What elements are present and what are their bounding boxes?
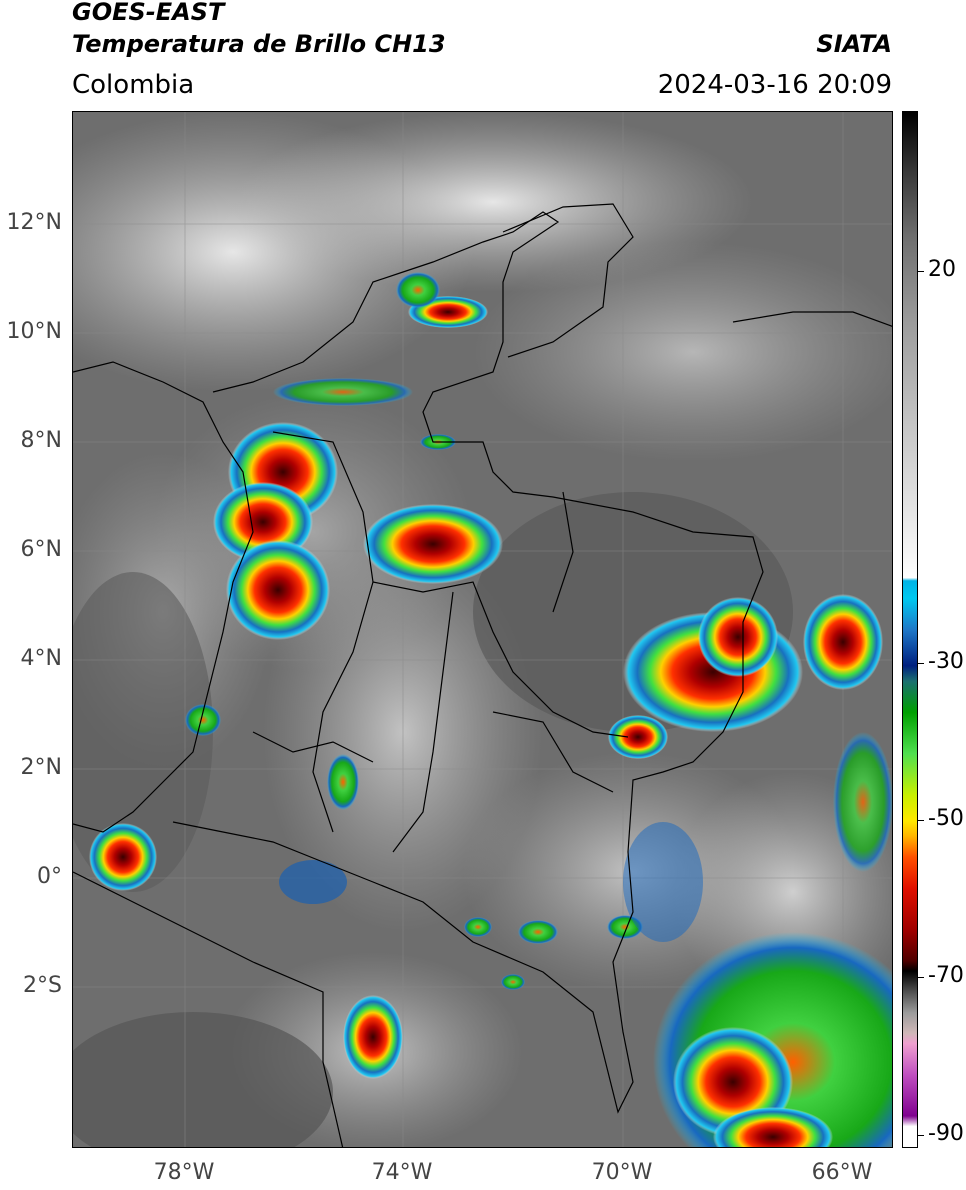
satellite-title: GOES-EAST xyxy=(72,0,225,26)
lon-label-74w: 74°W xyxy=(371,1160,433,1185)
lat-label-4n: 4°N xyxy=(20,646,62,671)
colorbar-label-minus70: -70 xyxy=(928,963,964,988)
colorbar-tick xyxy=(918,977,924,978)
lon-label-78w: 78°W xyxy=(153,1160,215,1185)
lon-label-66w: 66°W xyxy=(811,1160,873,1185)
colorbar-label-minus90: -90 xyxy=(928,1121,964,1146)
product-title: Temperatura de Brillo CH13 xyxy=(72,30,446,58)
colorbar-label-minus50: -50 xyxy=(928,806,964,831)
lat-label-12n: 12°N xyxy=(6,210,62,235)
colorbar-label-20: 20 xyxy=(928,257,956,282)
lat-label-0: 0° xyxy=(37,864,62,889)
satellite-map-svg xyxy=(73,112,892,1147)
lat-label-10n: 10°N xyxy=(6,319,62,344)
lon-label-70w: 70°W xyxy=(591,1160,653,1185)
lat-label-8n: 8°N xyxy=(20,428,62,453)
political-borders xyxy=(73,203,892,1147)
lat-label-2n: 2°N xyxy=(20,755,62,780)
colorbar-tick xyxy=(918,1135,924,1136)
colorbar-tick xyxy=(918,271,924,272)
satellite-map xyxy=(72,111,893,1148)
colorbar-tick xyxy=(918,663,924,664)
temperature-colorbar xyxy=(902,111,918,1148)
lat-label-6n: 6°N xyxy=(20,537,62,562)
brand-label: SIATA xyxy=(816,30,892,58)
timestamp-label: 2024-03-16 20:09 xyxy=(657,70,892,100)
storm-cells xyxy=(89,272,892,1147)
region-label: Colombia xyxy=(72,70,195,100)
lat-label-2s: 2°S xyxy=(23,973,62,998)
colorbar-tick xyxy=(918,820,924,821)
colorbar-label-minus30: -30 xyxy=(928,649,964,674)
